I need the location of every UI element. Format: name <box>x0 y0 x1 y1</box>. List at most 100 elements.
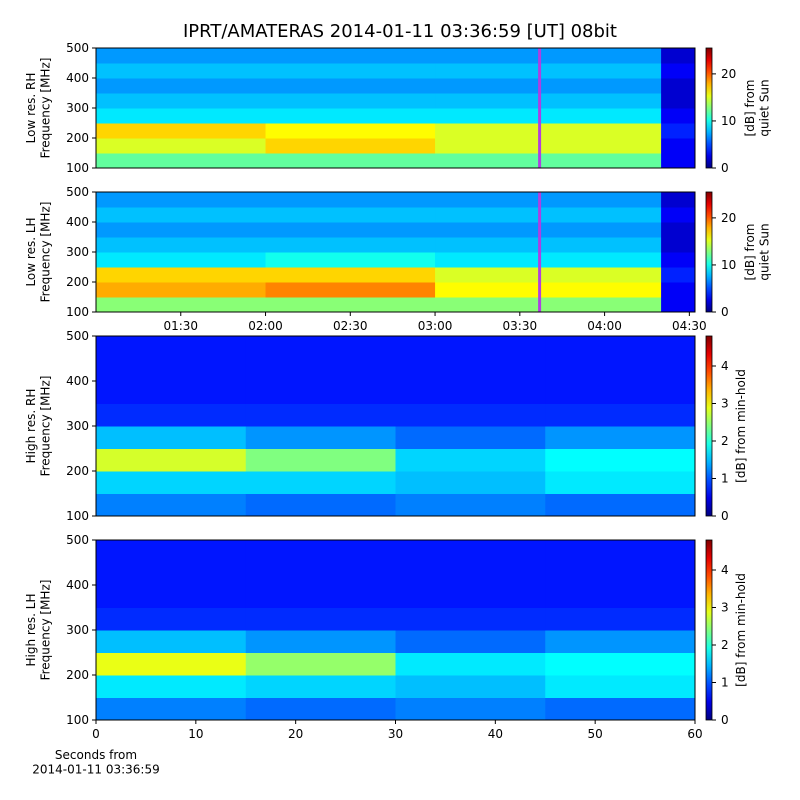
heat-cell <box>245 675 396 698</box>
heat-cell <box>395 358 546 382</box>
heat-cell <box>661 222 696 238</box>
heat-cell <box>661 108 696 124</box>
heat-cell <box>435 153 662 169</box>
heat-cell <box>96 471 247 494</box>
heat-cell <box>96 138 267 154</box>
heat-cell <box>96 652 247 676</box>
heat-cell <box>661 153 696 169</box>
heat-cell <box>245 540 396 563</box>
heat-cell <box>245 336 396 359</box>
heat-cell <box>265 78 436 94</box>
x-tick-label: 0 <box>92 727 100 741</box>
heat-cell <box>96 381 247 404</box>
heat-cell <box>265 63 436 79</box>
y-tick-label: 200 <box>66 131 89 145</box>
colorbar-tick-label: 1 <box>721 472 729 486</box>
heat-cell <box>96 493 247 517</box>
heat-cell <box>545 652 696 676</box>
x-tick-label: 50 <box>588 727 603 741</box>
heat-cell <box>96 426 247 449</box>
heat-cell <box>435 63 662 79</box>
y-tick-label: 200 <box>66 668 89 682</box>
heat-cell <box>96 562 247 586</box>
colorbar-tick-label: 0 <box>721 305 729 319</box>
heat-cell <box>265 222 436 238</box>
heat-cell <box>96 336 247 359</box>
heat-cell <box>245 562 396 586</box>
heat-cell <box>245 607 396 631</box>
colorbar-tick-label: 20 <box>721 211 736 225</box>
heat-cell <box>661 207 696 223</box>
colorbar <box>705 191 713 313</box>
colorbar-label: [dB] fromquiet Sun <box>743 223 771 280</box>
heat-cell <box>435 252 662 268</box>
y-tick-label: 200 <box>66 464 89 478</box>
heat-cell <box>96 48 267 64</box>
heat-cell <box>545 403 696 427</box>
heat-cell <box>545 540 696 563</box>
heat-cell <box>661 63 696 79</box>
heat-cell <box>661 237 696 253</box>
heat-cell <box>661 267 696 283</box>
heat-cell <box>96 153 267 169</box>
heat-cell <box>265 108 436 124</box>
colorbar-label: [dB] from min-hold <box>734 573 748 687</box>
heat-cell <box>96 237 267 253</box>
colorbar-tick-label: 0 <box>721 713 729 727</box>
heat-cell <box>265 48 436 64</box>
heat-cell <box>661 48 696 64</box>
colorbar-tick-label: 1 <box>721 676 729 690</box>
y-tick-label: 200 <box>66 275 89 289</box>
heat-cell <box>435 237 662 253</box>
y-tick-label: 400 <box>66 215 89 229</box>
heat-cell <box>265 123 436 139</box>
heat-cell <box>245 630 396 653</box>
x-tick-label: 60 <box>687 727 702 741</box>
heat-cell <box>265 252 436 268</box>
heat-cell <box>395 540 546 563</box>
heat-cell <box>265 297 436 313</box>
x-tick-label: 01:30 <box>163 319 198 333</box>
heat-cell <box>96 585 247 608</box>
heat-cell <box>545 336 696 359</box>
heat-cell <box>96 630 247 653</box>
heat-cell <box>395 426 546 449</box>
heat-cell <box>395 493 546 517</box>
heat-cell <box>395 403 546 427</box>
heat-cell <box>265 237 436 253</box>
colorbar-label: [dB] from min-hold <box>734 369 748 483</box>
x-tick-label: 40 <box>488 727 503 741</box>
chart-title: IPRT/AMATERAS 2014-01-11 03:36:59 [UT] 0… <box>183 21 617 42</box>
heat-cell <box>265 207 436 223</box>
y-tick-label: 300 <box>66 623 89 637</box>
heat-cell <box>96 403 247 427</box>
heat-cell <box>395 675 546 698</box>
colorbar-tick-label: 0 <box>721 161 729 175</box>
heat-cell <box>245 471 396 494</box>
heat-cell <box>435 297 662 313</box>
heat-cell <box>96 93 267 109</box>
y-axis-label: High res. RHFrequency [MHz] <box>24 376 52 477</box>
y-axis-label: Low res. RHFrequency [MHz] <box>24 58 52 159</box>
y-tick-label: 500 <box>66 41 89 55</box>
heat-cell <box>545 493 696 517</box>
heat-cell <box>545 471 696 494</box>
heat-cell <box>545 358 696 382</box>
colorbar-label: [dB] fromquiet Sun <box>743 79 771 136</box>
heat-cell <box>395 585 546 608</box>
heat-cell <box>96 222 267 238</box>
heat-cell <box>435 282 662 298</box>
x-tick-label: 10 <box>188 727 203 741</box>
heat-cell <box>265 153 436 169</box>
heat-cell <box>245 585 396 608</box>
colorbar-tick-label: 4 <box>721 563 729 577</box>
heat-cell <box>245 697 396 721</box>
x-tick-label: 04:00 <box>587 319 622 333</box>
heat-cell <box>245 652 396 676</box>
heat-cell <box>395 607 546 631</box>
heat-cell <box>545 381 696 404</box>
x-tick-label: 04:30 <box>672 319 707 333</box>
x-tick-label: 02:30 <box>333 319 368 333</box>
heat-cell <box>545 426 696 449</box>
